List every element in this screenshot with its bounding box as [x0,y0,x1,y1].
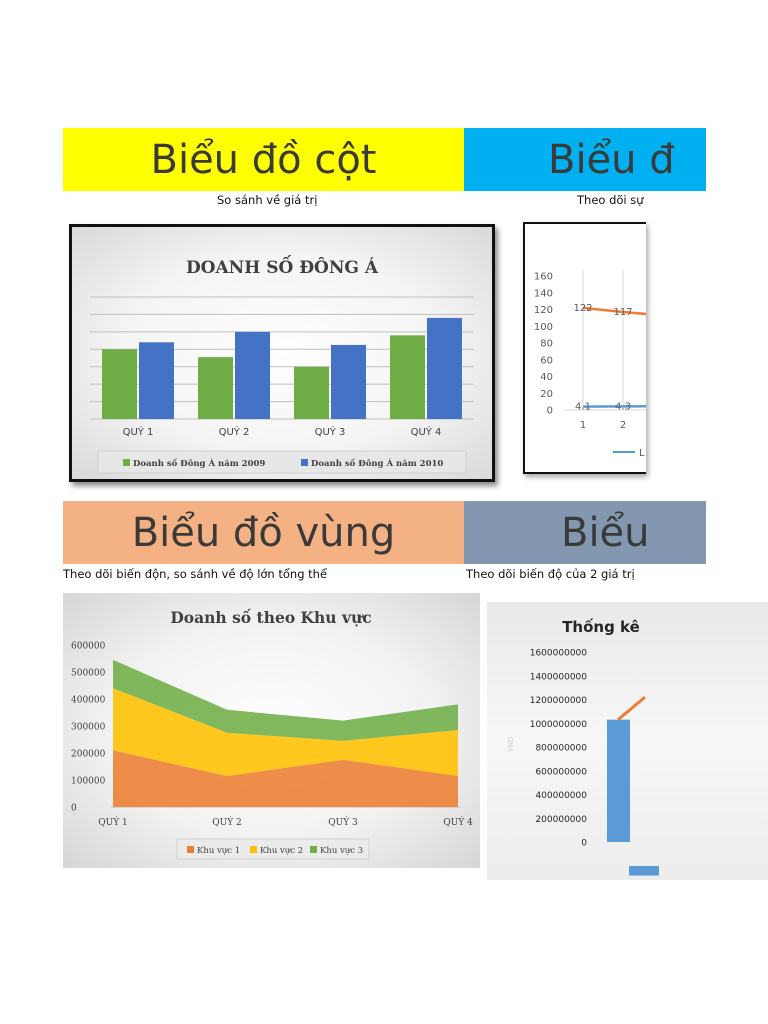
y-tick-label: 1400000000 [530,672,588,682]
legend-box [176,838,370,860]
y-tick-label: 100000 [71,777,106,787]
y-tick-label: 600000000 [535,767,587,777]
chart-title: Doanh số theo Khu vực [170,608,371,627]
y-tick-label: 20 [540,389,553,400]
section-subtitle: Theo dõi biến độn, so sánh về độ lớn tổn… [63,567,328,581]
section-banner-line: Biểu đ [464,128,706,191]
bar [139,342,174,419]
area-chart-frame: Doanh số theo Khu vực 0 100000 200000 30000… [63,593,480,868]
legend-entry: Khu vực 1 [197,846,240,856]
x-tick-label: 1 [580,420,586,431]
y-tick-label: 200000 [71,750,106,760]
bar [331,344,366,419]
y-tick-label: 1200000000 [530,696,588,706]
column-chart-frame: DOANH SỐ ĐÔNG Á QUÝ 1 QUÝ 2 QUÝ 3 QUÝ 4 Doa… [69,224,495,482]
y-tick-label: 1000000000 [530,720,588,730]
y-tick-label: 60 [540,355,553,366]
y-tick-label: 160 [534,272,553,283]
section-title: Biểu [561,509,650,556]
series-line [582,306,646,316]
section-title: Biểu đ [548,136,675,183]
x-tick-label: QUÝ 3 [328,816,358,828]
data-label: 117 [613,307,632,318]
combo-chart: Thống kê VND 0 200000000 400000000 60000000… [507,617,659,876]
area-series [113,659,458,741]
legend-swatch [187,846,194,853]
legend-swatch [310,846,317,853]
section-title: Biểu đồ cột [150,136,377,183]
bar [607,719,630,842]
legend-swatch [301,459,308,466]
line-chart: 0 20 40 60 80 100 120 140 160 1 2 122 117 4.1 4.3 L [534,270,646,459]
combo-chart-frame: Thống kê VND 0 200000000 400000000 60000000… [487,602,768,880]
bar [102,349,137,419]
section-subtitle: Theo dõi biến độ của 2 giá trị [466,567,635,581]
bar [294,366,329,419]
section-banner-column: Biểu đồ cột [63,128,464,191]
legend-entry: L [639,448,645,459]
legend-entry: Doanh số Đông Á năm 2009 [133,457,265,469]
section-title: Biểu đồ vùng [131,509,396,556]
y-tick-label: 600000 [71,642,106,652]
x-tick-label: QUÝ 2 [212,816,242,828]
y-tick-label: 80 [540,339,553,350]
x-tick-label: 2 [620,420,626,431]
column-chart: DOANH SỐ ĐÔNG Á QUÝ 1 QUÝ 2 QUÝ 3 QUÝ 4 Doa… [90,255,474,474]
line-chart-frame: 0 20 40 60 80 100 120 140 160 1 2 122 117 4.1 4.3 L [523,222,646,474]
bar [198,357,233,419]
legend-swatch [123,459,130,466]
section-banner-area: Biểu đồ vùng [63,501,464,564]
y-tick-label: 0 [71,804,77,814]
chart-title: Thống kê [562,617,640,636]
series-line [617,695,646,721]
axis-title-faint: VND [507,737,515,752]
legend-entry: Khu vực 3 [320,846,363,856]
y-tick-label: 120 [534,305,553,316]
y-tick-label: 140 [534,288,553,299]
legend-entry: Khu vực 2 [260,846,303,856]
bar [629,866,659,876]
bar [235,331,270,419]
data-label: 4.3 [615,401,631,412]
y-tick-label: 0 [581,839,587,849]
y-tick-label: 40 [540,372,553,383]
data-label: 122 [573,303,592,314]
area-chart: Doanh số theo Khu vực 0 100000 200000 30000… [71,608,473,860]
x-tick-label: QUÝ 4 [411,425,442,438]
y-tick-label: 300000 [71,723,106,733]
chart-title: DOANH SỐ ĐÔNG Á [186,255,379,278]
bar [390,335,425,419]
y-tick-label: 100 [534,322,553,333]
y-tick-label: 500000 [71,669,106,679]
section-subtitle: Theo dõi sự [577,193,644,207]
legend-box [97,450,467,474]
data-label: 4.1 [575,402,591,413]
x-tick-label: QUÝ 2 [219,425,250,438]
x-tick-label: QUÝ 4 [443,816,473,828]
y-tick-label: 400000000 [535,791,587,801]
section-banner-combo: Biểu [464,501,706,564]
area-series [113,688,458,776]
y-tick-label: 1600000000 [530,649,588,659]
y-tick-label: 0 [547,406,553,417]
x-tick-label: QUÝ 1 [98,816,128,828]
legend-entry: Doanh số Đông Á năm 2010 [311,457,443,469]
x-tick-label: QUÝ 1 [123,425,154,438]
legend-swatch [250,846,257,853]
section-subtitle: So sánh về giá trị [217,193,318,207]
x-tick-label: QUÝ 3 [315,425,346,438]
y-tick-label: 200000000 [535,815,587,825]
y-tick-label: 800000000 [535,744,587,754]
bar [427,317,462,419]
y-tick-label: 400000 [71,696,106,706]
area-series [113,750,458,807]
